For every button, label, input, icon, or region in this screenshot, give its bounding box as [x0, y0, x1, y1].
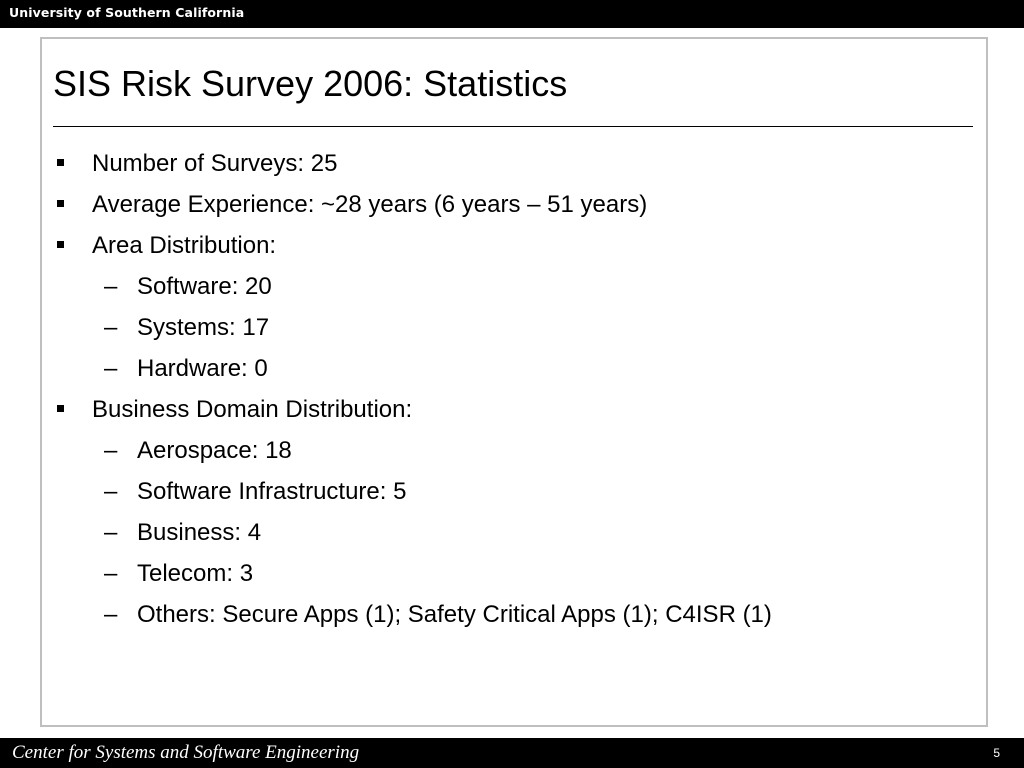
- dash-bullet-icon: –: [104, 355, 118, 382]
- footer-bar: Center for Systems and Software Engineer…: [0, 738, 1024, 768]
- header-bar: University of Southern California: [0, 0, 1024, 28]
- sub-bullet-item: Business: 4: [137, 519, 262, 546]
- university-name: University of Southern California: [9, 5, 245, 20]
- bullet-item: Area Distribution:: [92, 232, 277, 259]
- sub-bullet-item: Software: 20: [137, 273, 272, 300]
- slide-title: SIS Risk Survey 2006: Statistics: [53, 63, 568, 104]
- dash-bullet-icon: –: [104, 314, 118, 341]
- square-bullet-icon: [57, 241, 64, 248]
- sub-bullet-item: Software Infrastructure: 5: [137, 478, 407, 505]
- title-divider: [53, 126, 973, 127]
- dash-bullet-icon: –: [104, 560, 118, 587]
- sub-bullet-item: Systems: 17: [137, 314, 270, 341]
- bullet-item: Business Domain Distribution:: [92, 396, 413, 423]
- sub-bullet-item: Hardware: 0: [137, 355, 268, 382]
- sub-bullet-item: Others: Secure Apps (1); Safety Critical…: [137, 601, 772, 628]
- sub-bullet-item: Aerospace: 18: [137, 437, 292, 464]
- dash-bullet-icon: –: [104, 478, 118, 505]
- page-number: 5: [993, 746, 1000, 760]
- dash-bullet-icon: –: [104, 437, 118, 464]
- bullet-item: Number of Surveys: 25: [92, 150, 338, 177]
- dash-bullet-icon: –: [104, 601, 118, 628]
- center-name: Center for Systems and Software Engineer…: [12, 742, 360, 763]
- bullet-item: Average Experience: ~28 years (6 years –…: [92, 191, 648, 218]
- slide-frame: [40, 37, 988, 727]
- dash-bullet-icon: –: [104, 519, 118, 546]
- square-bullet-icon: [57, 405, 64, 412]
- square-bullet-icon: [57, 159, 64, 166]
- square-bullet-icon: [57, 200, 64, 207]
- sub-bullet-item: Telecom: 3: [137, 560, 254, 587]
- dash-bullet-icon: –: [104, 273, 118, 300]
